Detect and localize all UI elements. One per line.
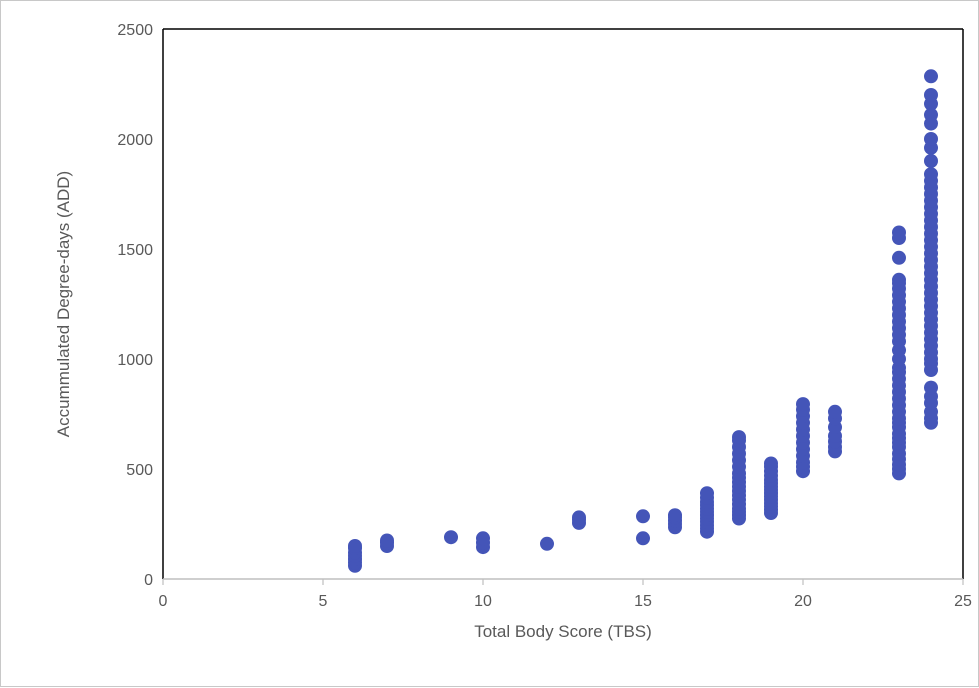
y-axis-ticks: 0 500 1000 1500 2000 2500 [117, 22, 153, 589]
x-axis-title: Total Body Score (TBS) [474, 622, 652, 641]
data-point [636, 509, 650, 524]
data-point [444, 530, 458, 545]
x-tick-label: 0 [159, 593, 168, 610]
y-tick-label: 1000 [117, 352, 153, 369]
data-points [348, 69, 938, 573]
x-tick-label: 20 [794, 593, 812, 610]
data-point [924, 107, 938, 122]
data-point [732, 430, 746, 445]
y-tick-label: 2500 [117, 22, 153, 39]
data-point [924, 167, 938, 182]
y-tick-label: 2000 [117, 132, 153, 149]
data-point [924, 132, 938, 146]
data-point [636, 531, 650, 546]
data-point [764, 456, 778, 471]
data-point [924, 88, 938, 102]
data-point [924, 69, 938, 84]
data-point [572, 510, 586, 525]
x-tick-label: 10 [474, 593, 492, 610]
data-point [476, 531, 490, 546]
x-tick-label: 5 [319, 593, 328, 610]
y-axis-title: Accummulated Degree-days (ADD) [54, 171, 73, 437]
data-point [924, 380, 938, 395]
data-point [892, 250, 906, 265]
x-tick-label: 25 [954, 593, 972, 610]
data-point [892, 225, 906, 240]
data-point [828, 404, 842, 419]
data-point [892, 272, 906, 287]
data-point [796, 397, 810, 412]
data-point [668, 508, 682, 523]
y-tick-label: 500 [126, 462, 153, 479]
data-point [700, 486, 714, 501]
data-point [380, 533, 394, 548]
x-axis-ticks: 0 5 10 15 20 25 [159, 579, 972, 610]
y-tick-label: 0 [144, 572, 153, 589]
data-point [540, 536, 554, 551]
plot-area [162, 28, 964, 580]
x-tick-label: 15 [634, 593, 652, 610]
data-point [924, 154, 938, 168]
data-point [348, 539, 362, 553]
y-tick-label: 1500 [117, 242, 153, 259]
